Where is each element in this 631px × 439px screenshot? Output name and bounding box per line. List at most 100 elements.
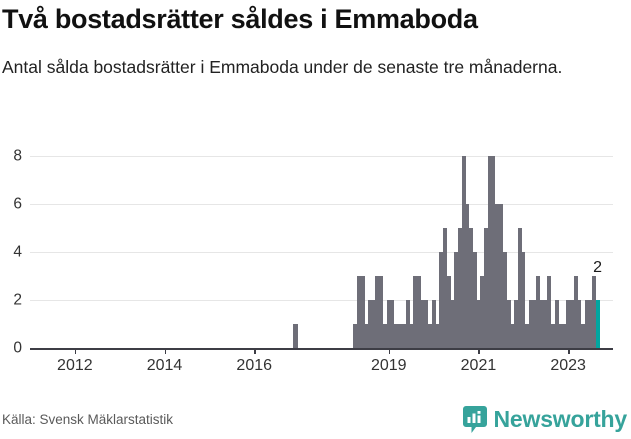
x-axis-tick-mark: [164, 348, 167, 354]
bar[interactable]: [472, 252, 477, 348]
bar[interactable]: [420, 300, 425, 348]
bar[interactable]: [450, 300, 455, 348]
bar[interactable]: [491, 156, 496, 348]
x-axis-line: [30, 348, 613, 350]
bar[interactable]: [513, 300, 518, 348]
logo-wordmark: Newsworthy: [493, 406, 628, 432]
bar[interactable]: [517, 228, 522, 348]
bar[interactable]: [558, 324, 563, 348]
bar-series: 2: [30, 156, 613, 348]
bar[interactable]: [375, 276, 380, 348]
bar[interactable]: [543, 300, 548, 348]
bar[interactable]: [551, 324, 556, 348]
bar-highlighted[interactable]: [596, 300, 601, 348]
gridline: [30, 156, 613, 157]
bar[interactable]: [476, 300, 481, 348]
bar[interactable]: [536, 276, 541, 348]
bar[interactable]: [371, 300, 377, 348]
gridline: [30, 204, 613, 205]
x-axis-tick-label: 2019: [370, 357, 407, 374]
bar[interactable]: [479, 276, 485, 348]
page-subtitle: Antal sålda bostadsrätter i Emmaboda und…: [2, 57, 563, 77]
bar[interactable]: [390, 300, 395, 348]
bar[interactable]: [554, 300, 560, 348]
plot-region: 2: [30, 156, 613, 350]
bar[interactable]: [293, 324, 298, 348]
bar[interactable]: [566, 300, 571, 348]
source-note: Källa: Svensk Mäklarstatistik: [2, 412, 174, 427]
y-axis-tick-label: 8: [13, 147, 22, 165]
bar[interactable]: [532, 300, 537, 348]
bar[interactable]: [435, 324, 440, 348]
bar[interactable]: [405, 300, 410, 348]
bar[interactable]: [442, 228, 447, 348]
bar[interactable]: [588, 300, 593, 348]
x-axis-tick-mark: [254, 348, 256, 354]
bar[interactable]: [502, 252, 507, 348]
bar[interactable]: [573, 276, 578, 348]
bar[interactable]: [483, 228, 489, 348]
bar[interactable]: [528, 300, 534, 348]
bar[interactable]: [423, 300, 429, 348]
bar[interactable]: [569, 300, 574, 348]
bar[interactable]: [383, 324, 388, 348]
bar[interactable]: [412, 276, 417, 348]
y-axis-tick-label: 0: [13, 339, 22, 357]
bar[interactable]: [401, 324, 406, 348]
bar[interactable]: [584, 300, 590, 348]
y-axis-labels: 0 2 4 6 8: [0, 148, 631, 355]
gridline: [30, 252, 613, 253]
x-axis-tick-mark: [388, 348, 391, 354]
gridline: [30, 300, 613, 301]
bar-chart-bubble-icon: [462, 406, 487, 433]
x-axis-ticks: 2012 2014 2016 2019 2021 2023: [30, 348, 613, 382]
bar[interactable]: [427, 324, 433, 348]
bar[interactable]: [394, 324, 399, 348]
bar[interactable]: [439, 252, 444, 348]
bar[interactable]: [524, 324, 529, 348]
bar[interactable]: [461, 156, 466, 348]
bar[interactable]: [353, 324, 358, 348]
bar[interactable]: [356, 276, 361, 348]
bar[interactable]: [409, 324, 414, 348]
x-axis-tick-label: 2012: [57, 357, 93, 374]
bar[interactable]: [416, 276, 421, 348]
bar[interactable]: [521, 252, 526, 348]
x-axis-tick-label: 2023: [550, 357, 586, 374]
bar[interactable]: [457, 228, 462, 348]
bar[interactable]: [453, 252, 459, 348]
bar[interactable]: [364, 324, 369, 348]
bar[interactable]: [468, 228, 473, 348]
bar[interactable]: [498, 204, 503, 348]
bar[interactable]: [580, 324, 586, 348]
bar[interactable]: [562, 324, 567, 348]
bar[interactable]: [379, 276, 384, 348]
bar[interactable]: [487, 156, 492, 348]
bar-value-label: 2: [593, 259, 602, 276]
bar[interactable]: [360, 276, 365, 348]
y-axis-tick-label: 4: [13, 243, 22, 261]
newsworthy-logo[interactable]: Newsworthy: [462, 406, 628, 433]
x-axis-tick-label: 2016: [236, 357, 273, 374]
bar[interactable]: [446, 276, 451, 348]
y-axis-tick-label: 6: [13, 195, 22, 213]
bar[interactable]: [547, 276, 552, 348]
x-axis-tick-mark: [478, 348, 480, 354]
bar[interactable]: [465, 204, 470, 348]
bar[interactable]: [506, 300, 511, 348]
bar[interactable]: [386, 300, 391, 348]
chart-area: 0 2 4 6 8 2 2012 2014 2016 2019 2021 2023: [0, 140, 631, 385]
x-axis-tick-label: 2021: [460, 357, 497, 374]
bar[interactable]: [397, 324, 403, 348]
bar[interactable]: [540, 300, 545, 348]
bar[interactable]: [495, 204, 500, 348]
x-axis-tick-label: 2014: [146, 357, 183, 374]
y-axis-tick-label: 2: [13, 291, 22, 309]
bar[interactable]: [431, 300, 436, 348]
bar[interactable]: [509, 324, 515, 348]
bar[interactable]: [577, 300, 582, 348]
bar[interactable]: [367, 300, 373, 348]
bar[interactable]: [592, 276, 597, 348]
chart-footer: Källa: Svensk Mäklarstatistik Newsworthy: [0, 404, 631, 439]
